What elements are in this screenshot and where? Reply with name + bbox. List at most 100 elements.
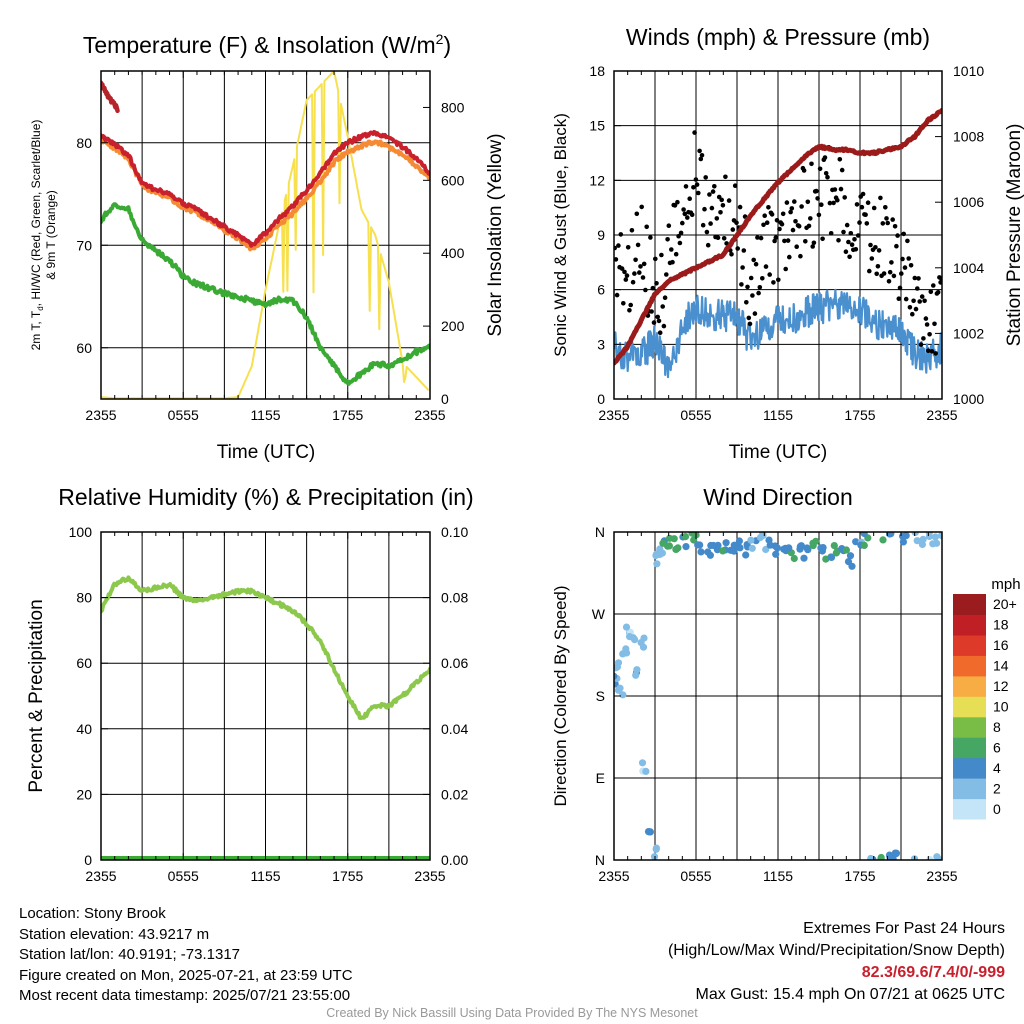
direction-point [633,666,641,674]
direction-point [827,553,836,562]
gust-point [734,220,739,226]
gust-point [740,265,745,270]
gust-point [884,216,889,221]
gust-point [801,168,807,173]
gust-point [614,292,620,298]
direction-point [632,671,640,679]
gust-point [927,332,932,337]
direction-point [652,844,661,852]
station-elevation: Station elevation: 43.9217 m [19,925,210,943]
gust-point [913,306,919,312]
gust-point [810,244,815,249]
temperature-y2tick-label: 0 [441,391,449,407]
gust-point [814,188,819,194]
gust-point [899,271,904,276]
gust-point [692,130,697,135]
humidity-ylabel: Percent & Precipitation [26,599,47,792]
gust-point [634,211,640,217]
direction-point [852,538,860,546]
colorbar-swatch [953,634,986,656]
direction-point [735,537,744,545]
colorbar-label: 12 [993,678,1009,694]
humidity-ytick-label: 100 [69,524,93,540]
gust-point [661,323,667,329]
gust-point [832,187,838,192]
direction-point [867,854,875,860]
winds-ytick-label: 18 [589,63,605,79]
gust-point [900,256,905,262]
gust-point [739,282,744,287]
gust-point [760,276,765,281]
gust-point [635,242,641,248]
winds-y2tick-label: 1010 [953,63,984,79]
temperature-title-end: ) [443,32,451,58]
humidity-y2tick-label: 0.04 [441,721,468,737]
temperature-y2tick-label: 800 [441,99,465,115]
gust-point [675,199,680,205]
gust-point [846,239,851,245]
gust-point [764,220,770,225]
humidity-title: Relative Humidity (%) & Precipitation (i… [58,484,473,510]
gust-point [808,216,813,221]
gust-point [627,308,632,313]
colorbar-label: 16 [993,637,1009,653]
gust-point [660,304,665,309]
gust-point [767,272,772,277]
direction-point [800,554,808,562]
gust-point [654,281,659,286]
gust-point [737,204,743,210]
gust-point [776,277,781,283]
temperature-y2label: Solar Insolation (Yellow) [485,133,506,336]
station-location: Location: Stony Brook [19,905,166,922]
gust-point [874,271,879,277]
gust-point [823,171,829,176]
humidity-xtick-label: 0555 [168,868,199,884]
temperature-y2tick-label: 600 [441,172,465,188]
gust-point [868,242,873,248]
gust-point [825,174,830,180]
gust-point [922,298,927,304]
temperature-title-superscript: 2 [436,31,444,47]
gust-point [755,235,760,240]
gust-point [907,305,913,310]
direction-point [681,533,690,541]
gust-point [897,285,903,291]
direction-point [659,539,667,547]
gust-point [648,235,653,240]
gust-point [666,223,672,228]
gust-point [614,257,619,262]
direction-point [911,532,919,536]
gust-point [780,211,786,217]
gust-point [783,266,788,272]
direction-point [785,544,793,552]
direction-point [925,532,934,541]
direction-point [803,544,811,552]
temperature-ytick-label: 70 [76,237,92,253]
temperature-xtick-label: 0555 [168,407,199,423]
gust-point [673,251,679,257]
gust-point [878,195,883,201]
gust-point [653,256,658,262]
winds-ylabel: Sonic Wind & Gust (Blue, Black) [551,113,570,357]
gust-point [841,229,846,235]
temperature-xtick-label: 2355 [85,407,116,423]
gust-point [624,273,630,278]
direction-point [642,767,650,776]
temperature-panel: Temperature (F) & Insolation (W/m2) 2355… [29,31,506,463]
gust-point [905,238,910,244]
gust-point [651,320,657,325]
humidity-ytick-label: 80 [76,590,92,606]
gust-point [928,289,934,295]
direction-ytick-label: E [596,770,605,786]
gust-point [625,245,631,250]
gust-point [714,216,720,221]
gust-point [794,244,799,249]
gust-point [852,237,857,242]
gust-point [707,192,712,197]
temperature-ylabel-line1: 2m T, Td, HI/WC (Red, Green, Scarlet/Blu… [29,120,45,351]
gust-point [887,269,893,275]
gust-point [744,300,749,305]
colorbar-label: 2 [993,780,1001,796]
gust-point [753,261,759,267]
